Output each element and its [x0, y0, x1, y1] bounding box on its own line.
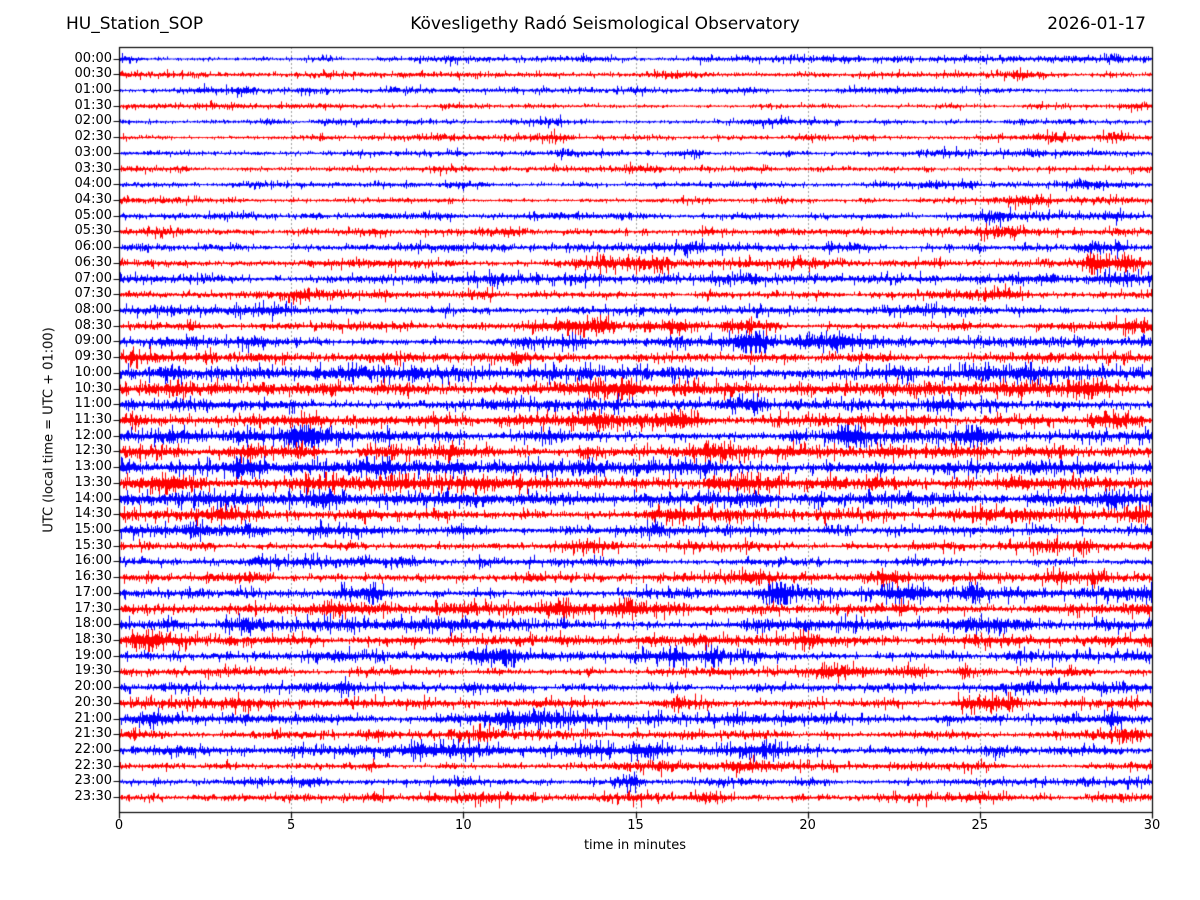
y-tick-label: 21:30: [74, 726, 112, 742]
y-tick-label: 10:00: [74, 364, 112, 380]
y-tick-label: 06:00: [74, 239, 112, 255]
y-tick-label: 04:30: [74, 191, 112, 207]
y-tick-label: 05:00: [74, 207, 112, 223]
y-tick-label: 02:30: [74, 129, 112, 145]
y-tick-label: 15:30: [74, 537, 112, 553]
y-tick-label: 17:00: [74, 584, 112, 600]
y-tick-label: 15:00: [74, 521, 112, 537]
y-tick-label: 12:30: [74, 443, 112, 459]
y-tick-label: 01:30: [74, 97, 112, 113]
y-tick-label: 03:30: [74, 160, 112, 176]
y-tick-label: 18:00: [74, 616, 112, 632]
y-tick-label: 12:00: [74, 427, 112, 443]
y-tick-label: 04:00: [74, 176, 112, 192]
y-tick-label: 09:30: [74, 349, 112, 365]
x-tick-label: 5: [287, 818, 296, 833]
y-tick-label: 20:00: [74, 679, 112, 695]
y-tick-label: 06:30: [74, 254, 112, 270]
y-tick-label: 18:30: [74, 631, 112, 647]
y-tick-label: 00:00: [74, 50, 112, 66]
x-tick-label: 0: [114, 818, 124, 833]
y-tick-label: 08:00: [74, 301, 112, 317]
y-tick-label: 08:30: [74, 317, 112, 333]
y-tick-label: 13:00: [74, 459, 112, 475]
y-tick-label: 16:00: [74, 553, 112, 569]
y-tick-label: 10:30: [74, 380, 112, 396]
y-tick-label: 23:00: [74, 773, 112, 789]
x-tick-label: 25: [971, 818, 989, 833]
y-tick-label: 21:00: [74, 710, 112, 726]
y-tick-label: 05:30: [74, 223, 112, 239]
y-tick-label: 14:30: [74, 506, 112, 522]
x-tick-label: 10: [455, 818, 472, 833]
y-tick-label: 00:30: [74, 66, 112, 82]
x-tick-label: 30: [1143, 818, 1161, 833]
y-tick-label: 03:00: [74, 144, 112, 160]
y-tick-label: 07:30: [74, 286, 112, 302]
x-tick-label: 20: [799, 818, 816, 833]
y-tick-label: 11:30: [74, 411, 112, 427]
y-tick-label: 13:30: [74, 474, 112, 490]
y-tick-label: 22:00: [74, 741, 112, 757]
y-tick-label: 11:00: [74, 396, 112, 412]
y-tick-label: 20:30: [74, 694, 112, 710]
y-tick-label: 22:30: [74, 757, 112, 773]
y-tick-label: 07:00: [74, 270, 112, 286]
x-axis-title: time in minutes: [583, 838, 687, 853]
y-tick-label: 23:30: [74, 789, 112, 805]
y-tick-label: 01:00: [74, 81, 112, 97]
y-tick-label: 02:00: [74, 113, 112, 129]
y-tick-label: 16:30: [74, 569, 112, 585]
y-tick-label: 09:00: [74, 333, 112, 349]
y-tick-label: 19:00: [74, 647, 112, 663]
y-tick-label: 19:30: [74, 663, 112, 679]
y-tick-label: 14:00: [74, 490, 112, 506]
y-tick-label: 17:30: [74, 600, 112, 616]
x-tick-label: 15: [627, 818, 644, 833]
